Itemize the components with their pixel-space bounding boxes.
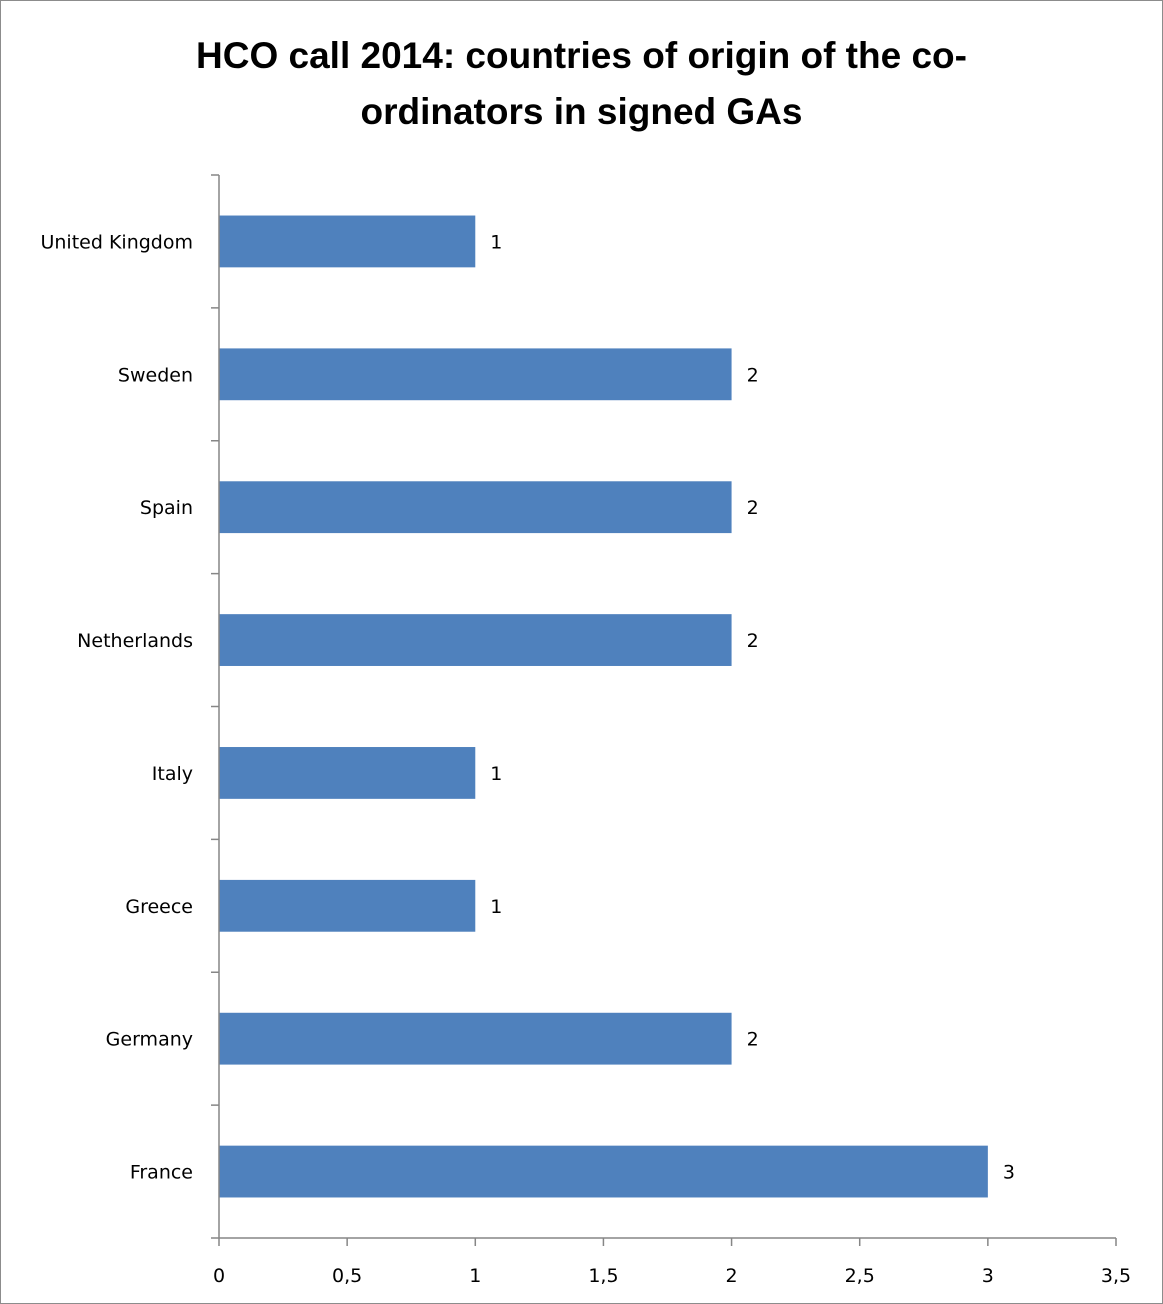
- bar-germany: [219, 1012, 732, 1065]
- x-tick-label: 3: [982, 1265, 994, 1287]
- category-label-sweden: Sweden: [118, 364, 193, 386]
- x-tick-label: 0: [213, 1265, 225, 1287]
- x-tick-label: 0,5: [332, 1265, 362, 1287]
- x-tick-label: 1,5: [588, 1265, 618, 1287]
- bar-italy: [219, 747, 476, 799]
- data-label-spain: 2: [747, 497, 759, 519]
- x-tick-label: 2,5: [845, 1265, 875, 1287]
- data-label-italy: 1: [490, 763, 502, 785]
- bar-greece: [219, 879, 476, 932]
- data-label-greece: 1: [490, 896, 502, 918]
- chart-title-line-1: HCO call 2014: countries of origin of th…: [196, 35, 967, 76]
- axes-layer: [211, 174, 1117, 1246]
- x-tick-label: 1: [469, 1265, 481, 1287]
- category-label-italy: Italy: [152, 763, 193, 785]
- data-label-netherlands: 2: [747, 630, 759, 652]
- data-label-sweden: 2: [747, 364, 759, 386]
- data-label-united-kingdom: 1: [490, 231, 502, 253]
- chart-title-line-2: ordinators in signed GAs: [360, 91, 803, 132]
- data-label-france: 3: [1003, 1162, 1015, 1184]
- category-label-united-kingdom: United Kingdom: [40, 231, 193, 253]
- bar-spain: [219, 481, 732, 534]
- bars-layer: [219, 215, 988, 1198]
- x-tick-label: 2: [726, 1265, 738, 1287]
- chart-title: HCO call 2014: countries of origin of th…: [0, 28, 1163, 140]
- bar-united-kingdom: [219, 215, 476, 268]
- x-tick-label: 3,5: [1101, 1265, 1131, 1287]
- category-label-germany: Germany: [106, 1029, 193, 1051]
- bar-netherlands: [219, 614, 732, 666]
- labels-layer: 1 United Kingdom 2 Sweden 2 Spain 2 Netherlands…: [40, 231, 1131, 1287]
- bar-sweden: [219, 348, 732, 401]
- data-label-germany: 2: [747, 1029, 759, 1051]
- bar-france: [219, 1145, 988, 1198]
- category-label-france: France: [130, 1162, 193, 1184]
- category-label-spain: Spain: [140, 497, 193, 519]
- category-label-netherlands: Netherlands: [77, 630, 193, 652]
- category-label-greece: Greece: [125, 896, 193, 918]
